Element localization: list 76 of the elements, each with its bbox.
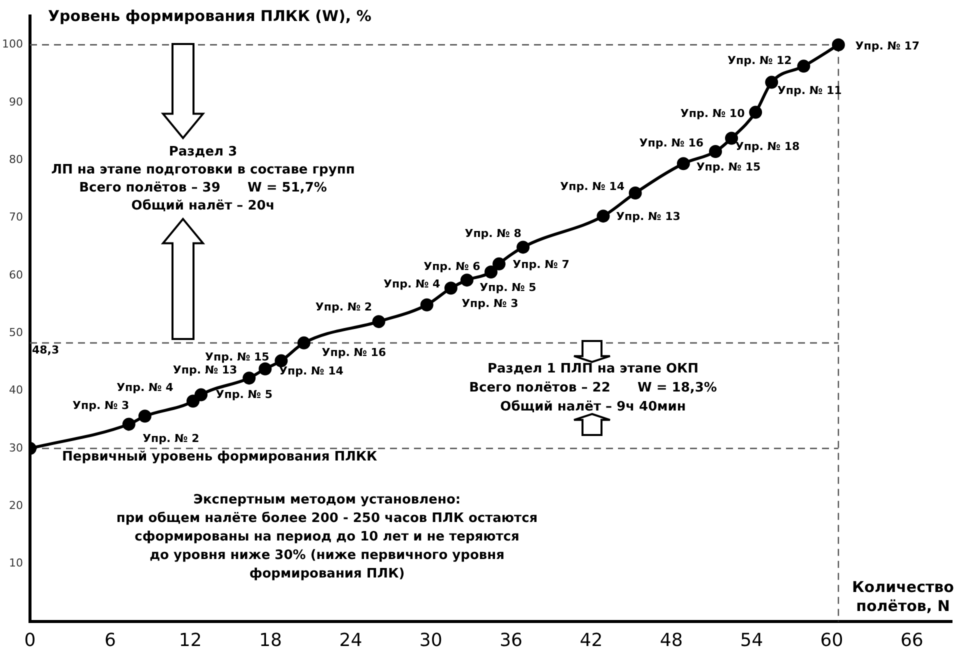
annotation: Упр. № 16 xyxy=(639,136,704,150)
annotation: Упр. № 4 xyxy=(384,278,441,291)
point xyxy=(372,315,386,328)
point xyxy=(186,394,200,408)
annotation: Упр. № 15 xyxy=(696,160,761,174)
point xyxy=(749,106,762,119)
annotation: Упр. № 5 xyxy=(480,280,536,294)
x-tick-label: 24 xyxy=(339,630,362,651)
x-tick-label: 36 xyxy=(500,630,522,651)
y-tick-label: 10 xyxy=(8,556,23,570)
annotation: Экспертным методом установлено: при общем налёте более 200 - 250 часов ПЛК остаются сформированы на период до 10 лет и не теряются до уровня ниже 30% (ниже первичного уровня формирования ПЛК) xyxy=(116,492,538,582)
annotation: Упр. № 17 xyxy=(855,40,920,53)
annotation: Раздел 1 ПЛП на этапе ОКП Всего полётов – 22 W = 18,3% Общий налёт – 9ч 40мин xyxy=(469,361,717,414)
annotation: Упр. № 8 xyxy=(464,227,522,240)
point xyxy=(797,60,810,73)
annotation: Упр. № 14 xyxy=(279,364,344,378)
point xyxy=(274,354,288,368)
annotation: Упр. № 10 xyxy=(680,107,746,120)
annotation: Упр. № 4 xyxy=(116,381,174,394)
annotation: Упр. № 3 xyxy=(72,399,130,412)
x-tick-label: 54 xyxy=(740,630,764,651)
point xyxy=(708,144,722,158)
point xyxy=(765,76,778,89)
annotation: Упр. № 13 xyxy=(616,210,680,223)
annotation: Раздел 3 ЛП на этапе подготовки в составе групп Всего полётов – 39 W = 51,7% Общий налёт – 20ч xyxy=(51,144,355,214)
point xyxy=(484,266,498,278)
y-axis-title: Уровень формирования ПЛКК (W), % xyxy=(48,6,372,25)
annotation: Упр. № 6 xyxy=(424,260,481,273)
x-tick-label: 0 xyxy=(24,630,36,651)
x-axis-title: Количество полётов, N xyxy=(852,578,954,615)
x-tick-label: 30 xyxy=(419,630,442,651)
point xyxy=(194,388,208,402)
point xyxy=(492,257,506,270)
point xyxy=(420,298,434,312)
annotation: Упр. № 2 xyxy=(142,432,200,445)
y-tick-label: 90 xyxy=(8,95,23,108)
point xyxy=(297,336,310,350)
y-tick-label: 80 xyxy=(8,153,23,166)
y-tick-label: 20 xyxy=(8,498,23,512)
annotation: Упр. № 2 xyxy=(315,300,372,314)
annotation: Первичный уровень формирования ПЛКК xyxy=(62,449,378,464)
x-tick-label: 12 xyxy=(178,630,202,651)
annotation: Упр. № 12 xyxy=(728,54,792,68)
point xyxy=(138,410,152,423)
point xyxy=(516,240,530,254)
point xyxy=(258,362,272,376)
y-tick-label: 100 xyxy=(2,38,23,51)
annotation: Упр. № 11 xyxy=(777,84,842,98)
annotation: Упр. № 3 xyxy=(462,297,518,310)
annotation: Упр. № 16 xyxy=(322,346,386,359)
x-tick-label: 18 xyxy=(259,630,282,651)
y-tick-label: 30 xyxy=(8,441,23,454)
y-tick-label: 70 xyxy=(8,210,23,224)
annotation: Упр. № 13 xyxy=(172,364,238,377)
point xyxy=(460,274,474,287)
y-tick-label: 40 xyxy=(8,384,23,397)
y-tick-label: 60 xyxy=(8,268,23,282)
point xyxy=(676,157,690,170)
point xyxy=(122,418,136,431)
annotation: Упр. № 7 xyxy=(512,258,570,271)
x-tick-label: 48 xyxy=(660,630,683,651)
annotation: Упр. № 15 xyxy=(205,350,270,364)
ref-line-label: 48,3 xyxy=(32,343,60,356)
annotation: Упр. № 5 xyxy=(216,388,272,401)
x-tick-label: 6 xyxy=(104,630,116,651)
point xyxy=(596,210,610,223)
annotation: Упр. № 18 xyxy=(735,140,800,154)
y-tick-label: 50 xyxy=(8,326,23,339)
x-tick-label: 66 xyxy=(900,630,924,651)
point xyxy=(628,186,642,200)
point xyxy=(832,38,845,52)
point xyxy=(444,282,458,295)
annotation: Упр. № 14 xyxy=(560,180,625,193)
x-tick-label: 42 xyxy=(580,630,603,651)
point xyxy=(242,372,256,385)
x-tick-label: 60 xyxy=(820,630,844,651)
